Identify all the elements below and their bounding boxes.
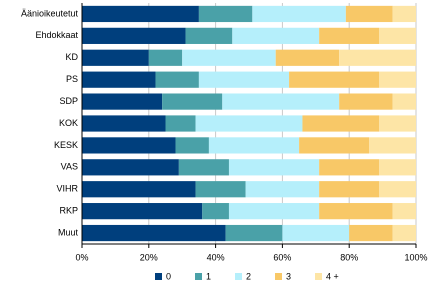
bar-segment [82,115,166,132]
y-tick-label: VAS [61,162,78,172]
bar-segment [195,181,246,198]
bar-segment [319,181,380,198]
legend-swatch [155,273,162,280]
bar-segment [349,224,393,242]
x-tick-label: 100% [404,252,427,262]
legend-swatch [235,273,242,280]
bar-segment [175,137,209,154]
x-tick-label: 80% [340,252,358,262]
bar-segment [302,115,380,132]
bar-segment [369,137,416,154]
legend-swatch [195,273,202,280]
bar-segment [165,115,196,132]
bar-segment [379,159,416,176]
bar-segment [252,5,346,23]
bar-segment [82,49,149,66]
bar-segment [228,159,320,176]
bar-segment [82,224,226,242]
bar-segment [82,71,156,88]
legend-label: 2 [246,271,251,281]
bar-segment [82,5,199,23]
bar-segment [222,93,340,110]
bar-segment [195,115,303,132]
bar-segment [82,137,176,154]
bar-segment [198,5,253,23]
bar-segment [392,5,416,23]
legend-label: 1 [206,271,211,281]
y-tick-label: VIHR [56,184,78,194]
bar-segment [392,203,416,220]
y-tick-label: Äänioikeutetut [21,8,79,18]
bar-segment [392,224,416,242]
bar-segment [82,93,163,110]
bar-segment [208,137,300,154]
legend-label: 3 [286,271,291,281]
bar-segment [379,181,416,198]
bar-segment [155,71,199,88]
bar-segment [319,159,380,176]
bar-segment [182,49,276,66]
legend-swatch [315,273,322,280]
x-tick-label: 60% [273,252,291,262]
bar-segment [339,93,393,110]
legend-label: 0 [166,271,171,281]
bar-segment [379,27,416,44]
y-tick-label: SDP [59,96,78,106]
x-tick-label: 20% [140,252,158,262]
bar-segment [345,5,393,23]
bar-segment [228,203,320,220]
y-tick-label: RKP [59,206,78,216]
bar-segment [162,93,223,110]
y-tick-label: Muut [58,227,79,237]
y-tick-label: Ehdokkaat [35,30,78,40]
bar-segment [289,71,380,88]
legend-swatch [275,273,282,280]
y-tick-label: KD [65,52,78,62]
x-tick-label: 40% [207,252,225,262]
bar-segment [392,93,416,110]
bar-segment [379,71,416,88]
bar-segment [82,159,179,176]
bar-segment [319,27,380,44]
y-tick-label: KOK [59,118,78,128]
bar-segment [339,49,416,66]
bar-segment [299,137,370,154]
bar-segment [185,27,233,44]
bar-segment [232,27,320,44]
legend-label: 4 + [326,271,339,281]
bar-segment [82,181,196,198]
bar-segment [198,71,290,88]
y-tick-label: KESK [54,140,78,150]
bar-segment [245,181,320,198]
x-tick-label: 0% [75,252,88,262]
bar-segment [148,49,183,66]
bar-segment [202,203,229,220]
bar-segment [178,159,229,176]
bar-segment [282,224,350,242]
bar-segment [225,224,283,242]
bar-segment [319,203,393,220]
bar-segment [82,203,203,220]
bar-segment [379,115,416,132]
bar-segment [82,27,186,44]
y-tick-label: PS [66,74,78,84]
bar-segment [275,49,340,66]
